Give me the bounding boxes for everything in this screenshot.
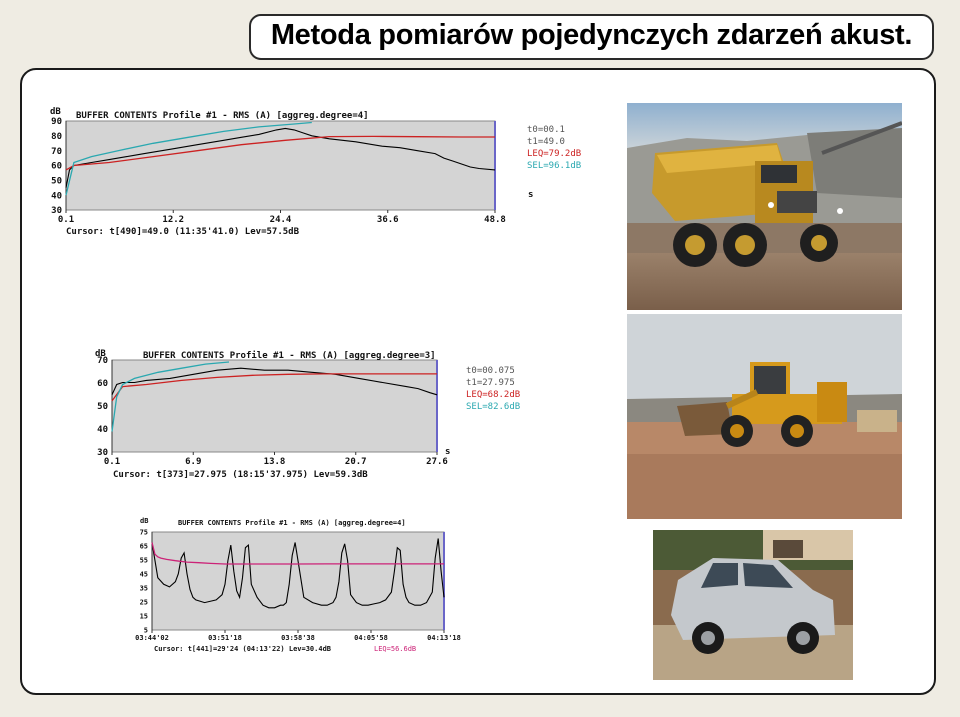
y-tick-label: 60 xyxy=(51,162,62,172)
series-line-level xyxy=(151,538,445,609)
x-tick-label: 6.9 xyxy=(185,457,201,467)
x-tick-label: 20.7 xyxy=(345,457,367,467)
series-line-leq xyxy=(111,373,437,402)
y-axis-label: dB xyxy=(50,107,61,117)
y-tick-label: 55 xyxy=(140,556,148,564)
y-tick-label: 75 xyxy=(140,528,148,536)
y-axis-label: dB xyxy=(95,349,106,359)
car-photo xyxy=(653,530,853,680)
y-tick-label: 80 xyxy=(51,132,62,142)
x-tick-label: 48.8 xyxy=(484,215,506,225)
y-tick-label: 70 xyxy=(51,147,62,157)
leq-readout: LEQ=56.6dB xyxy=(374,645,416,653)
y-tick-label: 90 xyxy=(51,117,62,127)
chart-wheel-loader: BUFFER CONTENTS Profile #1 - RMS (A) [ag… xyxy=(61,336,567,482)
y-tick-label: 70 xyxy=(97,356,108,366)
x-tick-label: 04:13'18 xyxy=(427,634,461,642)
chart-title: BUFFER CONTENTS Profile #1 - RMS (A) [ag… xyxy=(178,519,406,527)
chart-title: BUFFER CONTENTS Profile #1 - RMS (A) [ag… xyxy=(76,110,369,121)
chart-wheel-loader-svg: BUFFER CONTENTS Profile #1 - RMS (A) [ag… xyxy=(95,349,520,480)
x-tick-label: 27.6 xyxy=(426,457,448,467)
y-tick-label: 40 xyxy=(51,191,62,201)
y-tick-label: 60 xyxy=(97,379,108,389)
x-tick-label: 03:44'02 xyxy=(135,634,169,642)
y-tick-label: 50 xyxy=(97,402,108,412)
x-tick-label: 03:58'38 xyxy=(281,634,315,642)
y-tick-label: 25 xyxy=(140,598,148,606)
x-axis-unit: s xyxy=(445,447,450,457)
cursor-readout: Cursor: t[441]=29'24 (04:13'22) Lev=30.4… xyxy=(154,645,331,653)
y-tick-label: 50 xyxy=(51,176,62,186)
x-tick-label: 36.6 xyxy=(377,215,399,225)
readout-line: t1=49.0 xyxy=(527,137,565,147)
x-tick-label: 0.1 xyxy=(58,215,74,225)
y-tick-label: 45 xyxy=(140,570,148,578)
plot-area xyxy=(151,531,445,631)
series-line-level xyxy=(65,127,496,188)
x-tick-label: 03:51'18 xyxy=(208,634,242,642)
x-axis-unit: s xyxy=(528,190,533,200)
y-tick-label: 65 xyxy=(140,542,148,550)
y-tick-label: 30 xyxy=(97,448,108,458)
chart-car-passby-svg: BUFFER CONTENTS Profile #1 - RMS (A) [ag… xyxy=(135,517,461,653)
readout-line: SEL=82.6dB xyxy=(466,402,520,412)
haul-truck-photo xyxy=(627,103,902,310)
series-line-level xyxy=(111,367,438,396)
chart-car-passby: BUFFER CONTENTS Profile #1 - RMS (A) [ag… xyxy=(114,505,480,681)
x-tick-label: 24.4 xyxy=(270,215,292,225)
wheel-loader-photo xyxy=(627,314,902,519)
series-line-sel xyxy=(65,121,312,196)
readout-line: t1=27.975 xyxy=(466,378,515,388)
slide-title-box: Metoda pomiarów pojedynczych zdarzeń aku… xyxy=(249,14,934,60)
x-tick-label: 12.2 xyxy=(162,215,184,225)
plot-area xyxy=(65,120,496,211)
readout-line: t0=00.1 xyxy=(527,125,565,135)
x-tick-label: 13.8 xyxy=(264,457,286,467)
y-tick-label: 40 xyxy=(97,425,108,435)
cursor-readout: Cursor: t[373]=27.975 (18:15'37.975) Lev… xyxy=(113,470,368,480)
series-line-leq xyxy=(151,542,444,565)
chart-haul-truck-svg: BUFFER CONTENTS Profile #1 - RMS (A) [ag… xyxy=(50,107,581,237)
readout-line: LEQ=79.2dB xyxy=(527,149,581,159)
y-tick-label: 35 xyxy=(140,584,148,592)
cursor-readout: Cursor: t[490]=49.0 (11:35'41.0) Lev=57.… xyxy=(66,227,300,237)
slide-title: Metoda pomiarów pojedynczych zdarzeń aku… xyxy=(270,19,913,51)
readout-line: t0=00.075 xyxy=(466,366,515,376)
y-tick-label: 30 xyxy=(51,206,62,216)
x-tick-label: 0.1 xyxy=(104,457,120,467)
chart-haul-truck: BUFFER CONTENTS Profile #1 - RMS (A) [ag… xyxy=(38,96,600,238)
readout-line: SEL=96.1dB xyxy=(527,161,581,171)
readout-line: LEQ=68.2dB xyxy=(466,390,520,400)
series-line-leq xyxy=(65,135,495,171)
y-tick-label: 15 xyxy=(140,612,148,620)
chart-title: BUFFER CONTENTS Profile #1 - RMS (A) [ag… xyxy=(143,350,436,361)
x-tick-label: 04:05'58 xyxy=(354,634,388,642)
y-tick-label: 5 xyxy=(144,626,148,634)
series-line-sel xyxy=(111,361,230,432)
y-axis-label: dB xyxy=(140,517,148,525)
